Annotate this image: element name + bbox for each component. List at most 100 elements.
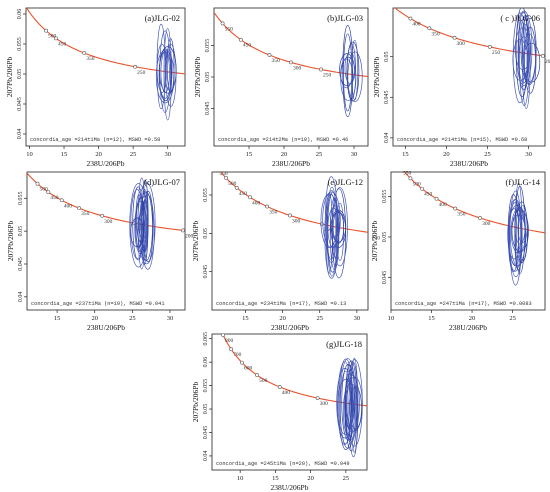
concordia-age-marker	[288, 213, 292, 218]
concordia-age-label: 400	[412, 22, 421, 28]
concordia-age-label: 550	[225, 26, 234, 32]
y-tick-label: 0.055	[382, 190, 388, 204]
error-ellipse	[341, 363, 356, 441]
y-tick-label: 0.065	[203, 332, 209, 346]
concordia-age-marker	[289, 60, 293, 65]
x-tick-label: 15	[242, 315, 249, 322]
error-ellipse	[130, 189, 144, 260]
y-axis-label: 207Pb/206Pb	[6, 221, 15, 262]
concordia-age-marker	[434, 196, 439, 201]
error-ellipse	[331, 187, 348, 267]
panel-title: (d)JLG-07	[144, 177, 180, 187]
panel-title: (a)JLG-02	[145, 13, 180, 23]
concordia-age-annotation: concordia_age =214±1Ma (n=15), MSWD =0.6…	[397, 137, 527, 143]
error-ellipse	[137, 211, 145, 251]
y-tick-label: 0.04	[17, 129, 23, 140]
x-tick-label: 25	[129, 315, 136, 322]
concordia-curve	[214, 11, 368, 78]
concordia-age-marker	[234, 185, 239, 190]
panel-title: (e)JLG-12	[328, 177, 363, 187]
error-ellipse	[514, 27, 532, 70]
concordia-age-marker	[319, 67, 323, 72]
error-ellipse	[347, 51, 363, 102]
x-tick-label: 25	[484, 151, 491, 158]
concordia-age-marker	[224, 176, 229, 180]
concordia-age-marker	[427, 26, 432, 31]
panel-title: (g)JLG-18	[326, 339, 362, 349]
panel-e: 15 20 25 30 0.045 0.05 0.055 238U/206Pb 207Pb/20…	[191, 171, 380, 332]
concordia-age-label: 300	[104, 219, 113, 225]
concordia-age-marker	[453, 206, 458, 211]
concordia-age-label: 400	[252, 200, 261, 206]
error-ellipse	[521, 15, 531, 109]
x-tick-label: 20	[279, 315, 286, 322]
concordia-age-marker	[44, 28, 48, 33]
y-tick-label: 0.05	[384, 51, 390, 62]
concordia-age-marker	[220, 21, 225, 26]
concordia-age-label: 350	[457, 212, 466, 218]
concordia-age-label: 400	[439, 202, 448, 208]
y-tick-label: 0.06	[17, 9, 23, 20]
error-ellipse	[324, 190, 339, 279]
panel-title: ( c )JLG-06	[500, 13, 540, 23]
concordia-curve	[394, 8, 545, 57]
concordia-age-label: 300	[293, 65, 302, 71]
x-tick-label: 10	[237, 475, 244, 482]
y-axis-label: 207Pb/206Pb	[5, 57, 14, 98]
error-ellipse	[326, 186, 338, 277]
concordia-age-label: 300	[457, 41, 466, 47]
error-ellipse	[166, 38, 175, 94]
concordia-age-annotation: concordia_age =214±2Ma (n=10), MSWD =0.4…	[218, 137, 348, 143]
y-tick-label: 0.04	[203, 451, 209, 462]
concordia-age-marker	[248, 195, 252, 200]
concordia-age-label: 800	[225, 338, 234, 344]
x-tick-label: 25	[316, 151, 323, 158]
concordia-age-marker	[408, 176, 413, 181]
error-ellipse	[339, 358, 357, 449]
y-axis-label: 207Pb/206Pb	[370, 221, 379, 262]
x-tick-label: 20	[307, 475, 314, 482]
concordia-age-marker	[399, 166, 402, 169]
x-tick-label: 20	[443, 151, 450, 158]
y-tick-label: 0.055	[203, 379, 209, 393]
panel-g: 10 15 20 25 0.04 0.045 0.05 0.055 0.06 0.065 238U/…	[191, 332, 368, 492]
error-ellipse	[164, 49, 173, 91]
concordia-age-label: 300	[320, 401, 329, 407]
plot-frame	[26, 171, 186, 311]
error-ellipse	[327, 191, 339, 273]
y-tick-label: 0.045	[205, 102, 211, 116]
panel-b: 15 20 25 30 0.045 0.05 0.055 238U/206Pb 207Pb/20…	[193, 7, 369, 168]
concordia-age-label: 400	[64, 203, 73, 209]
y-tick-label: 0.05	[203, 228, 209, 239]
concordia-age-label: 500	[40, 187, 49, 193]
concordia-age-label: 550	[403, 171, 412, 177]
concordia-age-marker	[408, 16, 413, 21]
concordia-age-label: 450	[243, 43, 252, 49]
y-tick-label: 0.045	[203, 265, 209, 279]
x-axis-label: 238U/206Pb	[449, 323, 487, 332]
x-tick-label: 20	[469, 315, 476, 322]
concordia-age-marker	[315, 396, 320, 400]
plot-frame	[392, 7, 546, 147]
error-ellipse	[138, 210, 148, 240]
x-axis-label: 238U/206Pb	[272, 159, 310, 168]
error-ellipse	[332, 211, 345, 244]
error-ellipse	[339, 53, 355, 87]
plot-frame	[211, 171, 369, 311]
concordia-age-marker	[46, 190, 51, 195]
concordia-age-label: 700	[233, 352, 242, 358]
concordia-age-label: 350	[269, 210, 278, 216]
error-ellipse	[130, 217, 145, 248]
x-tick-label: 30	[354, 315, 361, 322]
y-tick-label: 0.055	[18, 192, 24, 206]
error-ellipse	[342, 25, 354, 118]
y-tick-label: 0.055	[205, 39, 211, 53]
y-tick-label: 0.05	[18, 226, 24, 237]
error-ellipse	[330, 212, 347, 249]
ellipse-cluster	[155, 23, 177, 121]
y-tick-label: 0.04	[384, 133, 390, 144]
y-tick-label: 0.06	[203, 357, 209, 368]
error-ellipse	[340, 58, 353, 89]
x-tick-label: 15	[428, 315, 435, 322]
